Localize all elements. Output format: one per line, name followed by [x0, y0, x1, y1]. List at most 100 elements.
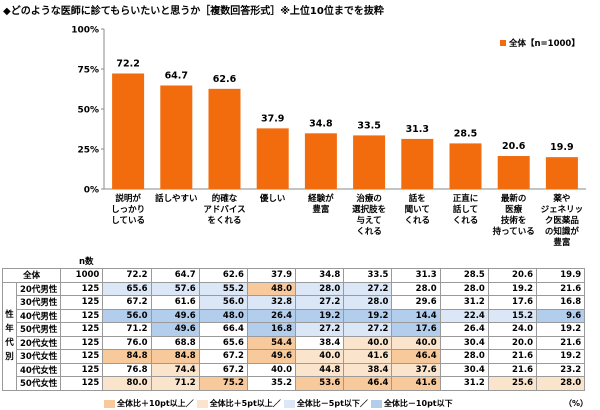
bar — [353, 135, 386, 189]
data-label: 19.9 — [550, 142, 573, 153]
table-cell: 72.2 — [102, 268, 152, 283]
group-label-char: 性 — [5, 310, 14, 320]
table-cell: 27.2 — [295, 295, 345, 310]
table-cell: 22.4 — [439, 308, 489, 323]
table-cell: 76.0 — [102, 335, 152, 350]
table-row: 40代女性 125 76.8 74.4 67.2 40.0 44.8 38.4 37.6 30.4… — [3, 362, 586, 377]
bar — [304, 133, 337, 189]
table-cell: 17.6 — [391, 322, 441, 337]
category-label: 経験が 豊富 — [294, 194, 347, 216]
shade-legend-item: 全体比＋5pt以上／ — [196, 398, 281, 409]
shade-label: 全体比＋10pt以上／ — [117, 399, 194, 408]
table-row: 性年代別 20代男性 125 65.6 57.6 55.2 48.0 28.0 27.2 28.0… — [2, 281, 586, 391]
table-cell: 27.2 — [343, 322, 393, 337]
table-cell: 25.6 — [487, 376, 538, 391]
table-cell: 21.6 — [487, 362, 538, 377]
category-label-line: 技術を — [500, 216, 527, 226]
shade-label: 全体比－10pt以下 — [383, 399, 453, 408]
table-cell: 84.8 — [150, 349, 200, 364]
category-label-line: くれる — [404, 216, 431, 226]
shade-swatch — [283, 399, 295, 408]
table-cell: 21.6 — [487, 349, 538, 364]
y-tick-label: 75% — [77, 66, 99, 76]
category-label-line: 正直に — [452, 194, 479, 204]
table-cell: 65.6 — [102, 281, 152, 296]
table-cell: 19.2 — [536, 349, 586, 364]
shade-legend-item: 全体比－5pt以下／ — [283, 398, 368, 409]
category-label-line: 医療 — [505, 205, 523, 215]
table-cell: 9.6 — [536, 308, 586, 323]
category-label: 薬や ジェネリッ ク医薬品 の知識が 豊富 — [535, 194, 588, 249]
shade-legend-item: 全体比＋10pt以上／ — [104, 398, 194, 409]
table-cell: 29.6 — [391, 295, 441, 310]
unit-note: （%） — [563, 399, 588, 408]
y-tick-label: 25% — [77, 146, 99, 156]
table-cell: 37.9 — [246, 268, 297, 283]
table-cell: 24.0 — [487, 322, 538, 337]
table-cell: 49.6 — [246, 349, 297, 364]
table-cell: 54.4 — [246, 335, 297, 350]
category-label-line: 最新の — [500, 194, 527, 204]
table-row: 50代女性 125 80.0 71.2 75.2 35.2 53.6 46.4 41.6 31.2… — [3, 376, 586, 391]
table-cell: 35.2 — [246, 376, 297, 391]
category-label: 正直に 話して くれる — [439, 194, 492, 227]
data-label: 37.9 — [261, 113, 284, 124]
shade-swatch — [196, 399, 208, 408]
table-cell: 33.5 — [343, 268, 393, 283]
table-cell: 46.4 — [343, 376, 393, 391]
table-cell: 21.6 — [536, 281, 586, 296]
table-cell: 28.0 — [391, 281, 441, 296]
row-label: 50代男性 — [15, 322, 62, 337]
row-n: 125 — [60, 322, 104, 337]
table-cell: 30.4 — [439, 335, 489, 350]
table-cell: 17.6 — [487, 295, 538, 310]
table-cell: 31.3 — [391, 268, 441, 283]
bar — [545, 157, 578, 189]
table-cell: 67.2 — [102, 295, 152, 310]
table-cell: 37.6 — [391, 362, 441, 377]
bar-chart: 0% 25% 50% 75% 100% 72.2 64.7 62.6 37.9 34.8 33.5 3… — [71, 26, 586, 196]
table-cell: 31.2 — [439, 295, 489, 310]
category-label: 的確な アドバイス をくれる — [198, 194, 251, 227]
table-cell: 41.6 — [391, 376, 441, 391]
category-label-line: 選択肢を — [352, 205, 387, 215]
table-cell: 38.4 — [343, 362, 393, 377]
table-cell: 71.2 — [102, 322, 152, 337]
table-row: 30代女性 125 84.8 84.8 67.2 49.6 40.0 41.6 46.4 28.0… — [3, 349, 586, 364]
shade-swatch — [104, 399, 115, 408]
category-label-line: している — [111, 216, 145, 226]
category-label-line: 豊富 — [312, 205, 330, 215]
category-label-line: 経験が — [308, 194, 334, 204]
legend-label: 全体【n=1000】 — [508, 38, 580, 49]
shade-label: 全体比－5pt以下／ — [296, 399, 368, 408]
category-label-line: 聞いて — [404, 205, 430, 215]
table-cell: 40.0 — [295, 349, 345, 364]
table-cell: 75.2 — [198, 376, 248, 391]
table-cell: 80.0 — [102, 376, 152, 391]
table-cell: 20.6 — [487, 268, 538, 283]
row-label: 50代女性 — [15, 376, 62, 391]
bar — [256, 128, 289, 189]
table-cell: 14.4 — [391, 308, 441, 323]
table-cell: 28.0 — [439, 349, 489, 364]
table-cell: 34.8 — [295, 268, 345, 283]
table-cell: 84.8 — [102, 349, 152, 364]
table-row: 30代男性 125 67.2 61.6 56.0 32.8 27.2 28.0 29.6 31.2… — [3, 295, 586, 310]
table-row-total: 全体 1000 72.2 64.7 62.6 37.9 34.8 33.5 31.3 28.5 20… — [1, 268, 586, 283]
row-label: 40代女性 — [15, 362, 62, 377]
category-label-line: 治療の — [356, 194, 382, 204]
y-tick-label: 0% — [84, 186, 99, 196]
table-row: 50代男性 125 71.2 49.6 66.4 16.8 27.2 27.2 17.6 26.4… — [3, 322, 586, 337]
category-label-line: くれる — [356, 227, 382, 237]
data-label: 64.7 — [165, 70, 188, 81]
row-n: 125 — [60, 281, 104, 296]
table-cell: 48.0 — [246, 281, 297, 296]
table-cell: 41.6 — [343, 349, 393, 364]
category-label-line: 薬や — [553, 194, 571, 204]
table-cell: 40.0 — [343, 335, 393, 350]
category-label-line: 話しやすい — [155, 194, 198, 204]
table-cell: 16.8 — [536, 295, 586, 310]
row-label: 20代女性 — [15, 335, 62, 350]
bar — [208, 88, 241, 189]
table-cell: 19.2 — [536, 322, 586, 337]
